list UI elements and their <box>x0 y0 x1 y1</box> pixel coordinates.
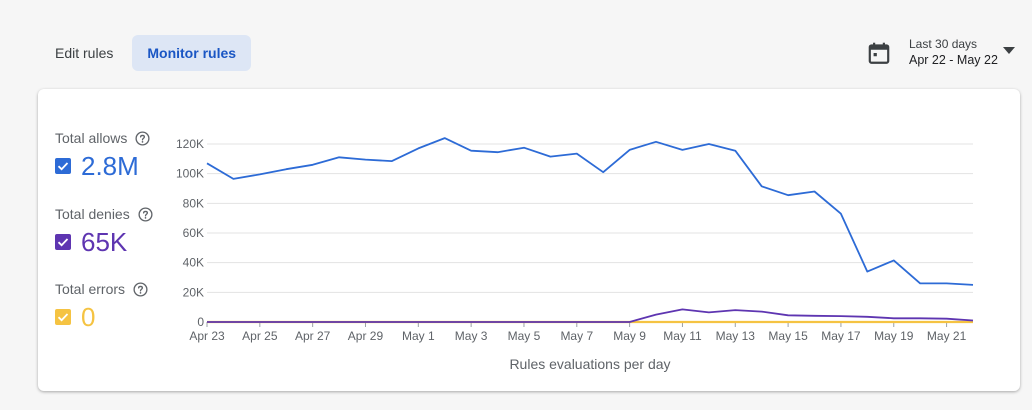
check-icon <box>57 238 69 247</box>
help-icon[interactable] <box>138 206 153 222</box>
x-tick-label: May 1 <box>402 329 435 343</box>
x-tick-label: May 15 <box>768 329 808 343</box>
rules-tabs: Edit rules Monitor rules <box>40 35 252 71</box>
x-tick-label: May 5 <box>508 329 541 343</box>
tab-edit-rules[interactable]: Edit rules <box>55 45 114 61</box>
rules-evaluation-chart: 0 20K 40K 60K 80K 100K 120K Apr 23 Apr 25 Apr 27… <box>176 137 974 372</box>
x-tick-label: Apr 29 <box>348 329 384 343</box>
stat-total-denies: Total denies 65K <box>55 205 185 257</box>
y-tick-label: 80K <box>183 196 204 210</box>
stat-value-errors: 0 <box>81 302 96 332</box>
stat-total-allows: Total allows 2.8M <box>55 129 185 181</box>
tab-monitor-rules[interactable]: Monitor rules <box>132 35 252 71</box>
y-tick-label: 100K <box>176 167 204 181</box>
x-tick-label: May 3 <box>455 329 488 343</box>
date-range-label: Last 30 days <box>909 37 978 51</box>
chart-x-axis-label: Rules evaluations per day <box>509 356 670 372</box>
x-tick-label: Apr 23 <box>189 329 225 343</box>
help-icon[interactable] <box>135 130 150 146</box>
checkbox-total-allows[interactable] <box>55 158 71 174</box>
check-icon <box>57 162 69 171</box>
date-range-text: Last 30 days Apr 22 - May 22 <box>909 36 998 68</box>
help-icon[interactable] <box>133 281 148 297</box>
checkbox-total-denies[interactable] <box>55 234 71 250</box>
stat-value-allows: 2.8M <box>81 151 139 181</box>
stat-value-denies: 65K <box>81 227 128 257</box>
checkbox-total-errors[interactable] <box>55 309 71 325</box>
x-tick-label: May 9 <box>613 329 646 343</box>
y-tick-label: 60K <box>183 226 204 240</box>
rules-metrics-card: Total allows 2.8M Total denies <box>38 89 1020 391</box>
y-tick-label: 20K <box>183 285 204 299</box>
y-tick-label: 120K <box>176 137 204 151</box>
x-tick-label: May 19 <box>874 329 914 343</box>
stat-total-errors: Total errors 0 <box>55 280 185 332</box>
check-icon <box>57 313 69 322</box>
x-tick-label: May 7 <box>560 329 593 343</box>
x-tick-label: Apr 27 <box>295 329 331 343</box>
series-line-total-allows <box>206 137 974 286</box>
x-tick-label: May 17 <box>821 329 861 343</box>
caret-down-icon <box>1003 47 1015 54</box>
x-tick-label: May 13 <box>716 329 756 343</box>
date-range-value: Apr 22 - May 22 <box>909 53 998 67</box>
x-tick-label: Apr 25 <box>242 329 278 343</box>
y-tick-label: 0 <box>197 315 204 329</box>
stat-label-denies: Total denies <box>55 206 130 222</box>
stat-label-allows: Total allows <box>55 130 128 146</box>
date-range-selector[interactable]: Last 30 days Apr 22 - May 22 <box>866 34 1026 74</box>
x-tick-label: May 11 <box>663 329 702 343</box>
stat-label-errors: Total errors <box>55 281 126 297</box>
x-tick-label: May 21 <box>927 329 967 343</box>
series-line-total-denies <box>207 308 974 323</box>
y-tick-label: 40K <box>183 256 204 270</box>
calendar-icon <box>868 42 890 64</box>
